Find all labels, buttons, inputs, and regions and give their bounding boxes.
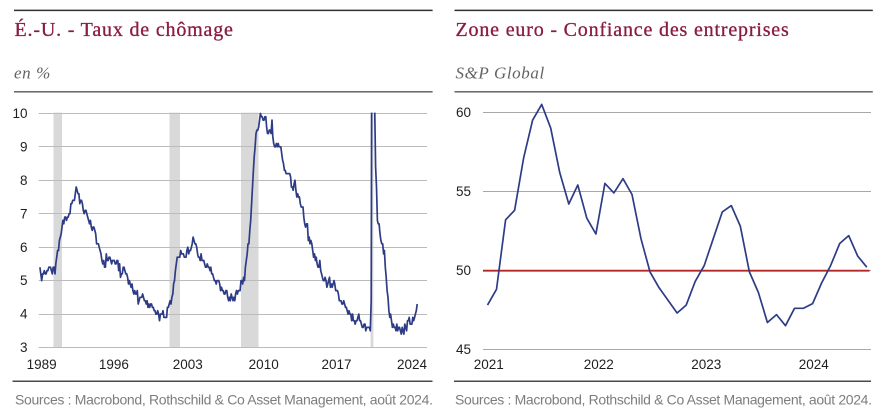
svg-text:2003: 2003 — [173, 357, 203, 372]
svg-text:45: 45 — [456, 342, 471, 357]
svg-text:É.-U. - Taux de chômage: É.-U. - Taux de chômage — [15, 18, 234, 41]
svg-text:9: 9 — [20, 139, 28, 154]
svg-text:60: 60 — [456, 105, 471, 120]
svg-text:10: 10 — [12, 106, 27, 121]
svg-text:1996: 1996 — [99, 357, 129, 372]
svg-text:4: 4 — [20, 307, 28, 322]
svg-text:2024: 2024 — [799, 357, 830, 372]
svg-text:2010: 2010 — [249, 357, 279, 372]
svg-text:2023: 2023 — [691, 357, 721, 372]
svg-text:8: 8 — [20, 173, 28, 188]
svg-text:6: 6 — [20, 240, 28, 255]
svg-text:2017: 2017 — [321, 357, 351, 372]
svg-text:7: 7 — [20, 206, 28, 221]
svg-text:50: 50 — [456, 263, 471, 278]
svg-text:en %: en % — [14, 64, 51, 83]
svg-text:2024: 2024 — [397, 357, 428, 372]
svg-text:3: 3 — [20, 340, 28, 355]
svg-text:Zone euro - Confiance des entr: Zone euro - Confiance des entreprises — [456, 19, 790, 41]
svg-text:Sources : Macrobond, Rothschil: Sources : Macrobond, Rothschild & Co Ass… — [15, 392, 433, 408]
svg-text:55: 55 — [456, 184, 471, 199]
svg-text:Sources : Macrobond, Rothschil: Sources : Macrobond, Rothschild & Co Ass… — [455, 392, 872, 408]
svg-text:5: 5 — [20, 273, 28, 288]
svg-text:1989: 1989 — [27, 357, 57, 372]
svg-text:2021: 2021 — [474, 357, 504, 372]
svg-text:S&P Global: S&P Global — [456, 64, 545, 83]
svg-text:2022: 2022 — [584, 357, 614, 372]
